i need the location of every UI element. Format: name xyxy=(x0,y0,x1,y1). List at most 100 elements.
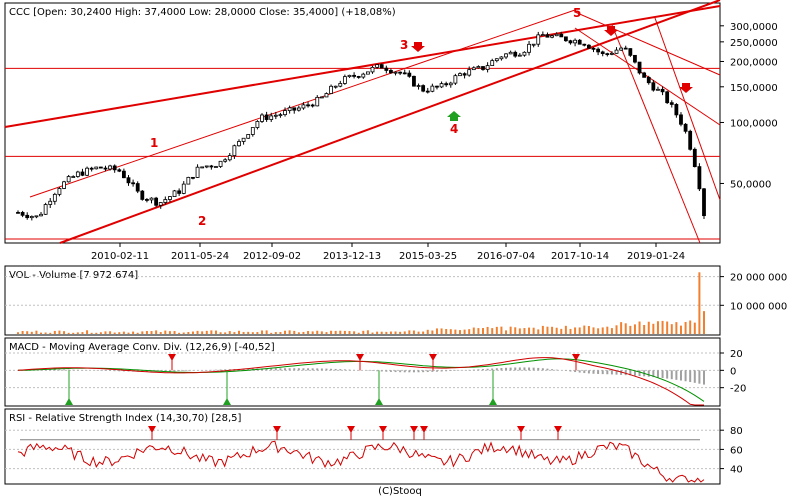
candle-body xyxy=(126,177,131,184)
sell-arrow xyxy=(411,42,425,52)
volume-bar xyxy=(458,330,461,334)
macd-histogram-bar xyxy=(403,370,406,373)
candle-body xyxy=(112,165,117,171)
volume-bar xyxy=(666,321,669,334)
macd-histogram-bar xyxy=(624,370,627,376)
volume-bar xyxy=(505,330,508,334)
volume-bar xyxy=(477,328,480,334)
volume-y-tick-label: 20 000 000 xyxy=(730,273,787,284)
macd-histogram-bar xyxy=(330,368,333,371)
volume-bar xyxy=(698,272,701,334)
macd-panel: MACD - Moving Average Conv. Div. (12,26,… xyxy=(4,337,746,407)
macd-histogram-bar xyxy=(270,368,273,371)
candle-body xyxy=(596,48,601,53)
macd-histogram-bar xyxy=(509,367,512,371)
volume-bar xyxy=(357,332,360,334)
macd-histogram-bar xyxy=(104,370,107,371)
volume-bar xyxy=(178,332,181,334)
candle-body xyxy=(329,85,333,94)
candle-body xyxy=(168,196,172,200)
macd-histogram-bar xyxy=(334,368,337,371)
macd-histogram-bar xyxy=(164,370,167,372)
volume-bar xyxy=(109,331,112,334)
volume-bar xyxy=(76,332,79,334)
volume-bar xyxy=(643,324,646,334)
volume-bar xyxy=(159,332,162,334)
macd-histogram-bar xyxy=(343,369,346,371)
candle-body xyxy=(679,114,683,125)
candle-body xyxy=(688,130,693,150)
macd-histogram-bar xyxy=(247,368,250,371)
volume-bar xyxy=(35,330,38,334)
volume-bar xyxy=(233,332,236,334)
candle-body xyxy=(214,166,218,168)
macd-histogram-bar xyxy=(265,368,268,371)
price-trend-line xyxy=(654,17,721,201)
volume-bar xyxy=(293,330,296,334)
candle-body xyxy=(393,71,398,74)
price-x-ticks: 2010-02-11 2011-05-24 2012-09-02 2013-12-13… xyxy=(91,243,685,262)
volume-bar xyxy=(491,328,494,334)
volume-bar xyxy=(173,331,176,334)
candle-body xyxy=(660,88,665,93)
candle-body xyxy=(651,82,656,91)
candle-body xyxy=(430,85,435,92)
candle-body xyxy=(75,171,80,177)
macd-histogram-bar xyxy=(477,369,480,371)
candle-body xyxy=(605,53,610,56)
macd-y-tick-label: 20 xyxy=(730,349,743,360)
macd-histogram-bar xyxy=(652,370,655,378)
volume-bar xyxy=(49,332,52,334)
macd-buy-signal-marker xyxy=(65,398,73,405)
volume-bar xyxy=(210,330,213,334)
macd-histogram-bar xyxy=(670,370,673,380)
candle-body xyxy=(71,176,76,178)
price-y-tick-label: 250,0000 xyxy=(730,38,778,49)
price-header: CCC [Open: 30,2400 High: 37,4000 Low: 28… xyxy=(9,7,396,18)
candle-body xyxy=(425,90,430,93)
candle-body xyxy=(342,76,347,84)
macd-histogram-bar xyxy=(445,370,448,372)
volume-bar xyxy=(389,331,392,334)
macd-signals xyxy=(65,354,580,405)
wave-label-3: 3 xyxy=(400,38,408,52)
candle-body xyxy=(250,127,255,135)
macd-histogram-bar xyxy=(399,370,402,373)
volume-bar xyxy=(21,330,24,334)
macd-histogram-bar xyxy=(168,370,171,372)
macd-histogram-bar xyxy=(528,367,531,371)
volume-bar xyxy=(638,321,641,334)
volume-bar xyxy=(551,326,554,334)
candle-body xyxy=(218,160,223,167)
rsi-sell-signal-marker xyxy=(148,426,156,433)
volume-bar xyxy=(63,331,66,334)
sell-arrow xyxy=(679,83,693,93)
macd-histogram-bar xyxy=(53,369,56,371)
macd-histogram-bar xyxy=(113,370,116,372)
macd-histogram-bar xyxy=(72,369,75,371)
candle-body xyxy=(131,182,136,185)
price-signal-arrows xyxy=(411,26,693,121)
candle-body xyxy=(191,176,195,179)
macd-histogram-bar xyxy=(597,370,600,374)
volume-bar xyxy=(454,329,457,334)
volume-bar xyxy=(311,331,314,334)
price-trend-line xyxy=(574,11,721,76)
macd-histogram-bar xyxy=(491,368,494,371)
candle-body xyxy=(610,52,614,55)
macd-histogram-bar xyxy=(574,370,577,373)
candle-body xyxy=(435,85,439,88)
macd-histogram-bar xyxy=(219,369,222,371)
candle-body xyxy=(458,73,462,77)
rsi-y-tick-label: 60 xyxy=(730,445,743,456)
volume-bar xyxy=(564,325,567,334)
macd-histogram-bar xyxy=(316,368,319,371)
macd-histogram-bar xyxy=(523,367,526,371)
volume-bar xyxy=(537,329,540,334)
volume-bar xyxy=(555,327,558,334)
volume-bar xyxy=(601,327,604,334)
candle-body xyxy=(356,76,361,78)
volume-panel-frame xyxy=(4,265,721,336)
candle-body xyxy=(628,48,633,56)
volume-bar xyxy=(251,332,254,334)
